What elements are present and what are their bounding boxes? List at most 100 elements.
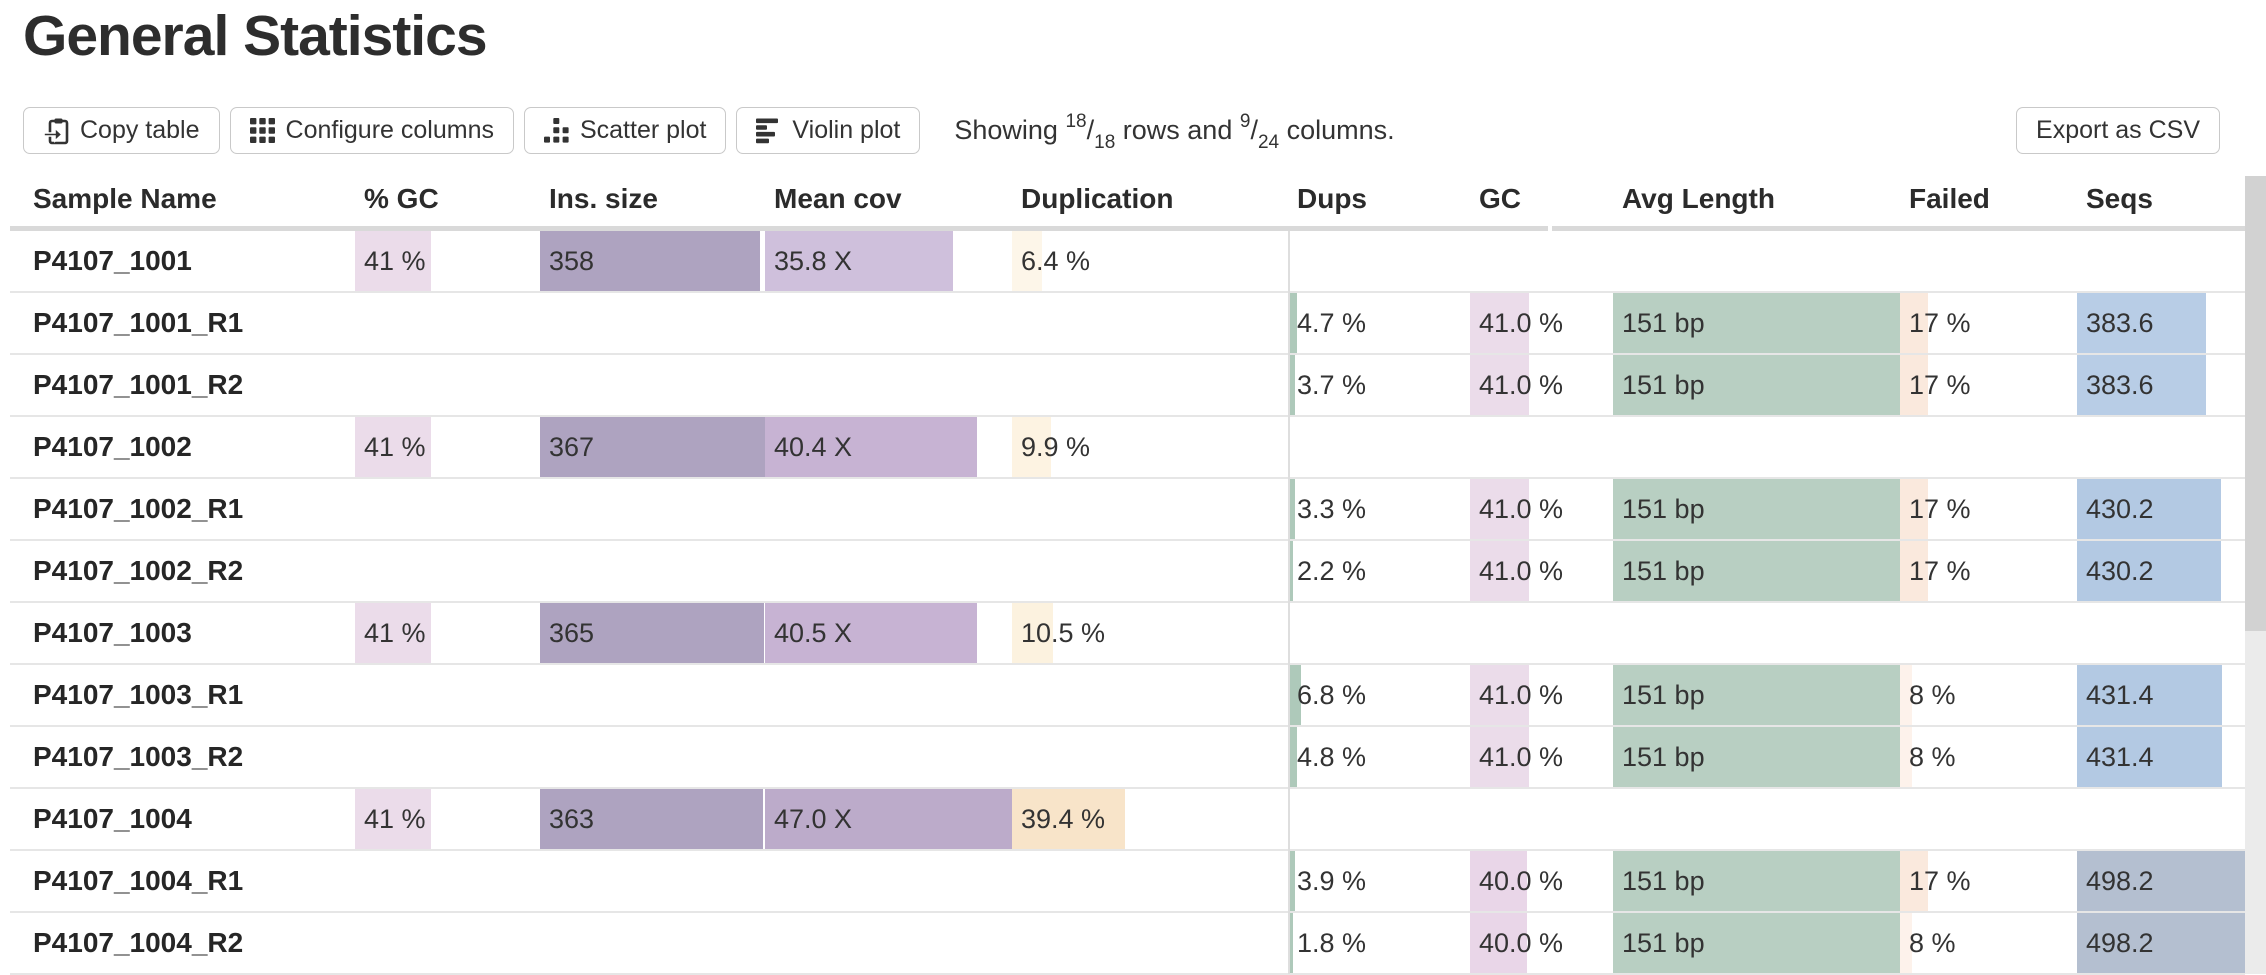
cell-gc: 41.0 % — [1470, 727, 1613, 787]
cell-value: 4.7 % — [1297, 308, 1367, 338]
cell-len: 151 bp — [1613, 541, 1900, 601]
value-bar — [2077, 913, 2245, 973]
cell-pct_gc — [355, 851, 540, 911]
value-bar — [355, 231, 431, 291]
cell-dup: 6.4 % — [1012, 231, 1288, 291]
value-bar — [1613, 293, 1900, 353]
value-bar — [1900, 479, 1929, 539]
cell-gc: 41.0 % — [1470, 293, 1613, 353]
value-bar — [355, 789, 431, 849]
cell-sample: P4107_1004 — [10, 789, 355, 849]
value-bar — [1900, 851, 1929, 911]
cell-dups: 4.8 % — [1288, 727, 1470, 787]
value-bar — [765, 231, 953, 291]
col-header-seqs[interactable]: Seqs — [2086, 183, 2153, 214]
cell-len: 151 bp — [1613, 913, 1900, 973]
export-csv-button[interactable]: Export as CSV — [2016, 107, 2220, 154]
cell-dup — [1012, 293, 1288, 353]
col-header-ins[interactable]: Ins. size — [549, 183, 658, 214]
cell-ins — [540, 665, 765, 725]
value-bar — [2077, 727, 2223, 787]
cell-dup — [1012, 727, 1288, 787]
cell-gc — [1470, 231, 1613, 291]
cell-failed: 17 % — [1900, 851, 2077, 911]
col-header-gc[interactable]: GC — [1479, 183, 1521, 214]
cell-value: 151 bp — [1622, 494, 1705, 524]
cell-value: 41.0 % — [1479, 556, 1564, 586]
scatter-plot-button[interactable]: Scatter plot — [523, 107, 727, 154]
col-header-dups[interactable]: Dups — [1297, 183, 1367, 214]
value-bar — [1900, 913, 1913, 973]
value-bar — [540, 417, 765, 477]
value-bar — [1288, 355, 1296, 415]
cell-cov: 47.0 X — [765, 789, 1012, 849]
cell-sample: P4107_1004_R1 — [10, 851, 355, 911]
col-header-dup[interactable]: Duplication — [1021, 183, 1174, 214]
cell-cov — [765, 851, 1012, 911]
cell-sample: P4107_1002_R1 — [10, 479, 355, 539]
cell-value: 151 bp — [1622, 928, 1705, 958]
cell-value: 41 % — [364, 618, 426, 648]
table-row: P4107_1004_R1 3.9 % 40.0 % 151 bp 17 % 498.2 — [10, 851, 2245, 913]
cell-dups — [1288, 603, 1470, 663]
cell-seqs: 430.2 — [2077, 479, 2245, 539]
value-bar — [1470, 355, 1529, 415]
col-header-failed[interactable]: Failed — [1909, 183, 1990, 214]
table-scrollbar[interactable] — [2245, 176, 2266, 974]
cell-ins — [540, 727, 765, 787]
configure-columns-button[interactable]: Configure columns — [229, 107, 514, 154]
cell-pct_gc: 41 % — [355, 417, 540, 477]
cell-seqs: 431.4 — [2077, 665, 2245, 725]
col-header-len[interactable]: Avg Length — [1622, 183, 1775, 214]
cell-value: 40.5 X — [774, 618, 853, 648]
cell-len — [1613, 603, 1900, 663]
sample-name: P4107_1004_R2 — [33, 927, 244, 958]
value-bar — [1470, 913, 1528, 973]
value-bar — [1613, 541, 1900, 601]
cell-len: 151 bp — [1613, 355, 1900, 415]
value-bar — [1613, 727, 1900, 787]
cell-value: 40.4 X — [774, 432, 853, 462]
value-bar — [2077, 851, 2245, 911]
value-bar — [1288, 913, 1293, 973]
scatter-dots-icon — [543, 118, 569, 143]
column-group-divider — [1288, 231, 1290, 974]
grid-columns-icon — [249, 118, 275, 143]
value-bar — [1470, 665, 1529, 725]
cell-failed: 17 % — [1900, 541, 2077, 601]
value-bar — [1613, 913, 1900, 973]
value-bar — [1012, 417, 1051, 477]
cell-value: 151 bp — [1622, 680, 1705, 710]
col-header-sample[interactable]: Sample Name — [33, 183, 217, 214]
cell-sample: P4107_1003 — [10, 603, 355, 663]
sample-name: P4107_1003_R2 — [33, 741, 244, 772]
copy-table-label: Copy table — [80, 116, 200, 144]
table-row: P4107_1004 41 % 363 47.0 X 39.4 % — [10, 789, 2245, 851]
sample-name: P4107_1004_R1 — [33, 865, 244, 896]
cell-cov: 35.8 X — [765, 231, 1012, 291]
cell-value: 151 bp — [1622, 370, 1705, 400]
cell-len: 151 bp — [1613, 851, 1900, 911]
cell-ins — [540, 293, 765, 353]
cell-ins — [540, 913, 765, 973]
sample-name: P4107_1004 — [33, 803, 192, 834]
sample-name: P4107_1002 — [33, 431, 192, 462]
copy-table-button[interactable]: Copy table — [23, 107, 220, 154]
cell-value: 383.6 — [2086, 370, 2154, 400]
violin-plot-button[interactable]: Violin plot — [736, 107, 921, 154]
cell-value: 1.8 % — [1297, 928, 1367, 958]
cell-pct_gc — [355, 355, 540, 415]
cell-value: 39.4 % — [1021, 804, 1106, 834]
cell-sample: P4107_1001 — [10, 231, 355, 291]
value-bar — [540, 603, 764, 663]
cell-sample: P4107_1001_R2 — [10, 355, 355, 415]
col-header-cov[interactable]: Mean cov — [774, 183, 902, 214]
scrollbar-thumb[interactable] — [2245, 176, 2266, 631]
general-statistics-table: Sample Name % GC Ins. size Mean cov Duplicat… — [10, 176, 2266, 975]
col-header-pct_gc[interactable]: % GC — [364, 183, 439, 214]
cell-sample: P4107_1003_R2 — [10, 727, 355, 787]
cell-dup: 9.9 % — [1012, 417, 1288, 477]
sample-name: P4107_1001 — [33, 245, 192, 276]
cell-dups: 6.8 % — [1288, 665, 1470, 725]
cell-gc: 41.0 % — [1470, 479, 1613, 539]
